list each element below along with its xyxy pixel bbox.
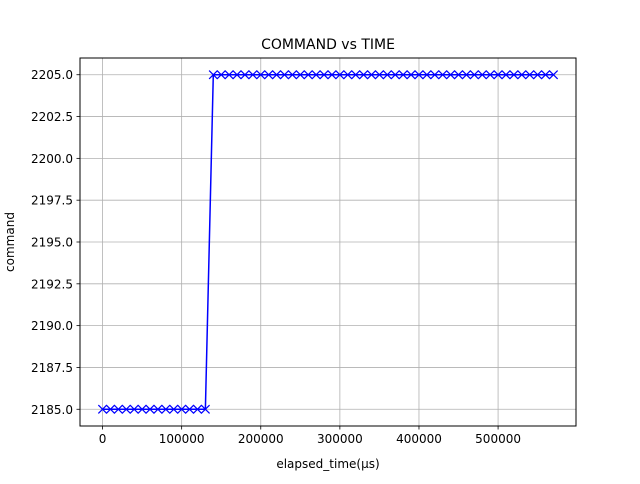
data-point-marker: [161, 404, 171, 414]
data-point-marker: [192, 404, 203, 414]
data-point-marker: [224, 70, 234, 80]
data-series: [97, 70, 559, 414]
data-point-marker: [319, 70, 329, 80]
data-point-marker: [469, 70, 479, 80]
data-point-marker: [256, 70, 266, 80]
y-tick-label: 2190.0: [31, 319, 73, 333]
chart-title: COMMAND vs TIME: [261, 37, 395, 53]
data-point-marker: [477, 70, 487, 80]
data-point-marker: [287, 70, 298, 80]
x-tick-label: 300000: [317, 432, 363, 446]
y-tick-label: 2195.0: [31, 236, 73, 250]
x-tick-label: 500000: [475, 432, 521, 446]
data-point-marker: [461, 70, 472, 80]
x-axis-label: elapsed_time(µs): [276, 457, 379, 471]
data-point-marker: [200, 404, 211, 414]
data-point-marker: [129, 404, 139, 414]
data-point-marker: [184, 404, 195, 414]
data-point-marker: [445, 70, 456, 80]
data-point-marker: [311, 70, 321, 80]
x-tick-label: 0: [99, 432, 107, 446]
x-tick-label: 400000: [396, 432, 442, 446]
data-point-marker: [208, 70, 218, 80]
data-point-marker: [533, 70, 543, 80]
data-point-marker: [177, 404, 187, 414]
data-point-marker: [105, 404, 116, 414]
data-point-marker: [517, 70, 527, 80]
data-point-marker: [121, 404, 131, 414]
data-point-marker: [548, 70, 559, 80]
y-tick-label: 2197.5: [31, 194, 73, 208]
y-tick-label: 2200.0: [31, 152, 73, 166]
data-point-marker: [390, 70, 400, 80]
y-tick-label: 2185.0: [31, 403, 73, 417]
data-point-marker: [374, 70, 385, 80]
data-point-marker: [216, 70, 226, 80]
data-point-marker: [540, 70, 551, 80]
data-point-marker: [493, 70, 503, 80]
data-point-marker: [358, 70, 369, 80]
data-point-marker: [366, 70, 377, 80]
y-tick-label: 2187.5: [31, 361, 73, 375]
series-line: [102, 73, 554, 411]
x-tick-label: 200000: [238, 432, 284, 446]
data-point-marker: [232, 70, 242, 80]
data-point-marker: [327, 70, 337, 80]
y-tick-label: 2202.5: [31, 110, 73, 124]
data-point-marker: [303, 70, 313, 80]
data-point-marker: [406, 70, 416, 80]
data-point-marker: [153, 404, 163, 414]
y-tick-label: 2192.5: [31, 277, 73, 291]
data-point-marker: [145, 404, 155, 414]
data-point-marker: [97, 404, 108, 414]
data-point-marker: [501, 70, 511, 80]
data-point-marker: [335, 70, 345, 80]
data-point-marker: [343, 70, 353, 80]
data-point-marker: [351, 70, 361, 80]
data-point-marker: [295, 70, 305, 80]
data-point-marker: [382, 70, 392, 80]
data-point-marker: [240, 70, 250, 80]
y-tick-label: 2205.0: [31, 68, 73, 82]
data-point-marker: [438, 70, 448, 80]
axis-ticks: 0 100000 200000 300000 400000 500000 2185.0 218…: [31, 68, 521, 446]
y-axis-label: command: [3, 212, 17, 272]
data-point-marker: [137, 404, 147, 414]
data-point-marker: [248, 70, 258, 80]
data-point-marker: [430, 70, 440, 80]
data-point-marker: [169, 404, 179, 414]
data-point-marker: [279, 70, 290, 80]
data-point-marker: [264, 70, 274, 80]
data-point-marker: [525, 70, 535, 80]
data-point-marker: [485, 70, 495, 80]
grid-lines: [80, 58, 576, 426]
x-tick-label: 100000: [159, 432, 205, 446]
data-point-marker: [398, 70, 408, 80]
data-point-marker: [453, 70, 464, 80]
data-point-marker: [113, 404, 123, 414]
data-point-marker: [422, 70, 432, 80]
data-point-marker: [414, 70, 424, 80]
data-point-marker: [509, 70, 519, 80]
data-point-marker: [271, 70, 282, 80]
